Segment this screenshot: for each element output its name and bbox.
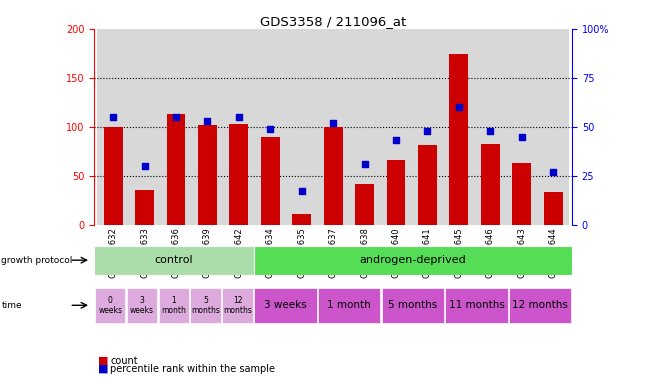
- Bar: [324, 127, 343, 225]
- Bar: [190, 288, 221, 323]
- Point: [359, 161, 370, 167]
- Bar: [538, 29, 569, 225]
- Bar: [380, 29, 411, 225]
- Point: [233, 114, 244, 120]
- Bar: [418, 145, 437, 225]
- Bar: [355, 184, 374, 225]
- Bar: [481, 144, 500, 225]
- Point: [391, 137, 401, 144]
- Text: ■: ■: [98, 364, 108, 374]
- Bar: [512, 163, 531, 225]
- Point: [108, 114, 118, 120]
- Point: [517, 134, 527, 140]
- Point: [328, 120, 338, 126]
- Point: [485, 127, 495, 134]
- Bar: [161, 29, 192, 225]
- Bar: [286, 29, 317, 225]
- Bar: [543, 192, 562, 225]
- Bar: [317, 29, 349, 225]
- Bar: [349, 29, 380, 225]
- Bar: [127, 288, 157, 323]
- Text: 5
months: 5 months: [191, 296, 220, 315]
- Text: 11 months: 11 months: [448, 300, 504, 310]
- Text: 5 months: 5 months: [388, 300, 437, 310]
- Bar: [95, 288, 125, 323]
- Bar: [292, 214, 311, 225]
- Bar: [318, 288, 380, 323]
- Bar: [98, 29, 129, 225]
- Text: 3
weeks: 3 weeks: [130, 296, 154, 315]
- Point: [265, 126, 276, 132]
- Point: [422, 127, 433, 134]
- Bar: [255, 29, 286, 225]
- Bar: [229, 124, 248, 225]
- Text: time: time: [1, 301, 22, 310]
- Bar: [192, 29, 223, 225]
- Text: androgen-deprived: androgen-deprived: [359, 255, 466, 265]
- Bar: [94, 246, 254, 275]
- Bar: [474, 29, 506, 225]
- Text: growth protocol: growth protocol: [1, 256, 73, 265]
- Bar: [506, 29, 538, 225]
- Bar: [104, 127, 123, 225]
- Text: percentile rank within the sample: percentile rank within the sample: [111, 364, 276, 374]
- Point: [454, 104, 464, 110]
- Bar: [443, 29, 474, 225]
- Bar: [159, 288, 189, 323]
- Bar: [129, 29, 161, 225]
- Point: [139, 163, 150, 169]
- Title: GDS3358 / 211096_at: GDS3358 / 211096_at: [260, 15, 406, 28]
- Text: 3 weeks: 3 weeks: [264, 300, 307, 310]
- Bar: [411, 29, 443, 225]
- Text: 0
weeks: 0 weeks: [98, 296, 122, 315]
- Bar: [449, 54, 468, 225]
- Text: 1 month: 1 month: [327, 300, 371, 310]
- Text: ■: ■: [98, 356, 108, 366]
- Bar: [254, 246, 572, 275]
- Bar: [445, 288, 508, 323]
- Bar: [509, 288, 571, 323]
- Text: control: control: [155, 255, 193, 265]
- Bar: [254, 288, 317, 323]
- Point: [548, 169, 558, 175]
- Bar: [166, 114, 185, 225]
- Text: 12 months: 12 months: [512, 300, 568, 310]
- Point: [171, 114, 181, 120]
- Bar: [382, 288, 444, 323]
- Bar: [198, 125, 217, 225]
- Point: [202, 118, 213, 124]
- Bar: [222, 288, 253, 323]
- Bar: [387, 160, 406, 225]
- Bar: [223, 29, 255, 225]
- Point: [296, 188, 307, 194]
- Text: 12
months: 12 months: [223, 296, 252, 315]
- Text: 1
month: 1 month: [161, 296, 187, 315]
- Bar: [261, 137, 280, 225]
- Text: count: count: [111, 356, 138, 366]
- Bar: [135, 190, 154, 225]
